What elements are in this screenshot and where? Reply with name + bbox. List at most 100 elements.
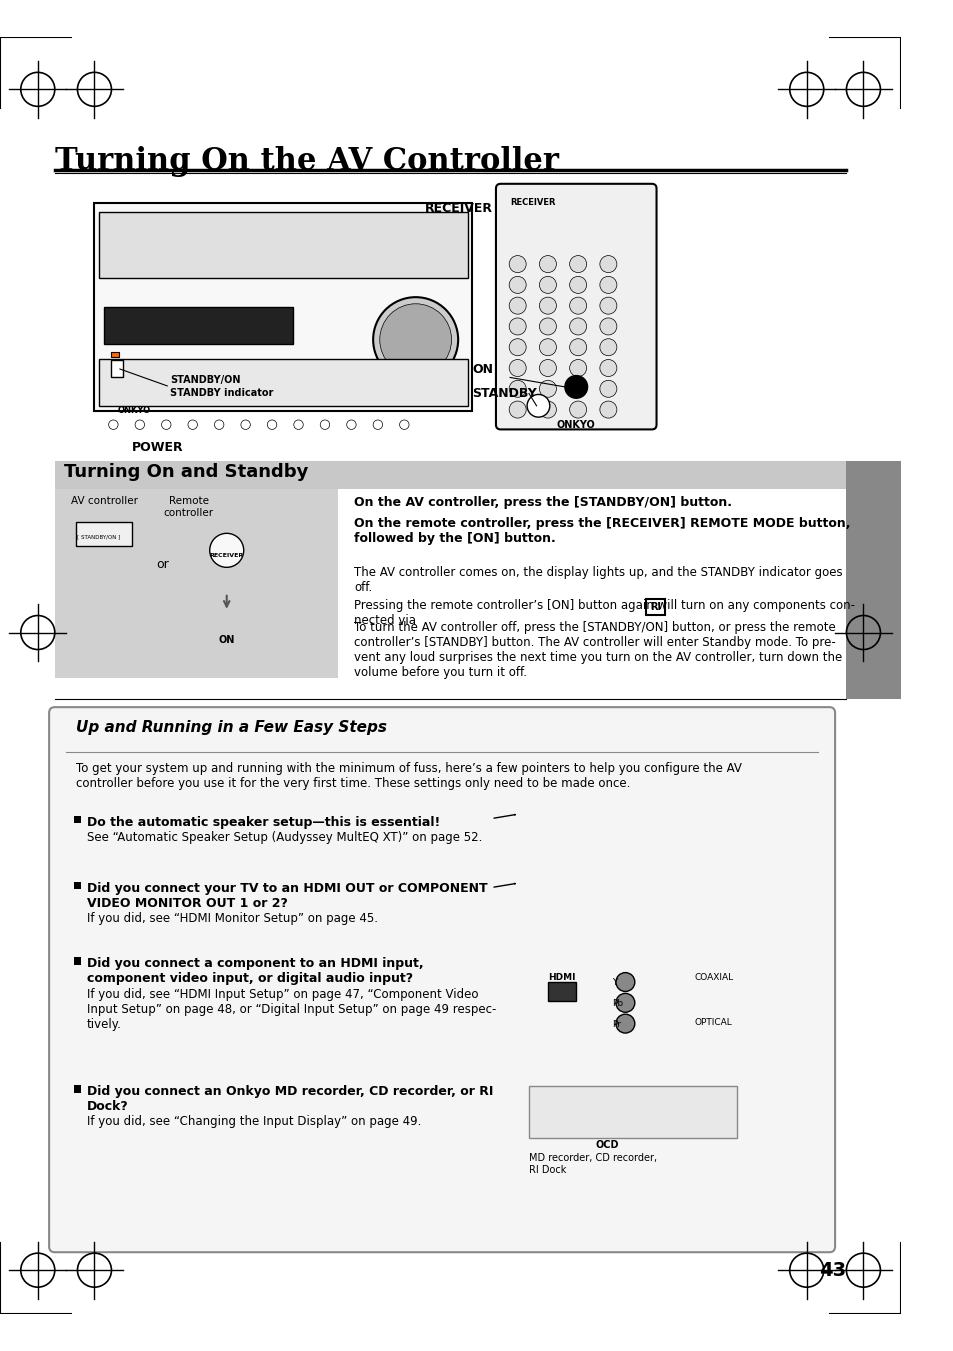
Circle shape	[569, 317, 586, 335]
Text: 43: 43	[819, 1260, 845, 1279]
Bar	[75, 521, 132, 546]
Circle shape	[509, 277, 526, 293]
Circle shape	[346, 420, 355, 430]
Bar	[99, 358, 467, 405]
Circle shape	[509, 380, 526, 397]
Circle shape	[599, 339, 617, 355]
Bar	[73, 882, 81, 889]
Circle shape	[538, 401, 556, 417]
Bar	[54, 461, 845, 489]
Bar	[529, 1086, 736, 1138]
Circle shape	[509, 255, 526, 273]
Circle shape	[599, 317, 617, 335]
Circle shape	[599, 401, 617, 417]
Text: Did you connect a component to an HDMI input,
component video input, or digital : Did you connect a component to an HDMI i…	[87, 958, 423, 985]
Circle shape	[267, 420, 276, 430]
Circle shape	[135, 420, 145, 430]
Text: Did you connect an Onkyo MD recorder, CD recorder, or RI
Dock?: Did you connect an Onkyo MD recorder, CD…	[87, 1085, 493, 1113]
Circle shape	[373, 420, 382, 430]
Circle shape	[599, 255, 617, 273]
Circle shape	[538, 359, 556, 377]
Circle shape	[569, 359, 586, 377]
Text: If you did, see “HDMI Input Setup” on page 47, “Component Video
Input Setup” on : If you did, see “HDMI Input Setup” on pa…	[87, 988, 496, 1031]
Text: Up and Running in a Few Easy Steps: Up and Running in a Few Easy Steps	[75, 720, 386, 735]
Circle shape	[538, 255, 556, 273]
Text: ON: ON	[472, 363, 493, 377]
Text: STANDBY: STANDBY	[472, 386, 537, 400]
Text: Pressing the remote controller’s [ON] button again will turn on any components c: Pressing the remote controller’s [ON] bu…	[354, 598, 854, 627]
Circle shape	[320, 420, 330, 430]
Text: Pr: Pr	[612, 1020, 620, 1029]
Bar	[112, 353, 119, 357]
Text: AV controller: AV controller	[71, 496, 137, 507]
Text: ON: ON	[218, 635, 234, 644]
Circle shape	[509, 401, 526, 417]
Text: [ STANDBY/ON ]: [ STANDBY/ON ]	[77, 534, 121, 539]
Circle shape	[509, 359, 526, 377]
FancyBboxPatch shape	[645, 600, 664, 615]
FancyBboxPatch shape	[496, 184, 656, 430]
Circle shape	[564, 376, 587, 399]
Bar	[112, 361, 123, 377]
Circle shape	[527, 394, 549, 417]
Bar	[73, 958, 81, 965]
Text: The AV controller comes on, the display lights up, and the STANDBY indicator goe: The AV controller comes on, the display …	[354, 566, 842, 594]
Circle shape	[161, 420, 171, 430]
Circle shape	[569, 380, 586, 397]
Circle shape	[569, 297, 586, 315]
Circle shape	[109, 420, 118, 430]
Text: RI: RI	[649, 603, 660, 612]
Bar	[94, 203, 472, 411]
Text: HDMI: HDMI	[547, 973, 575, 982]
Circle shape	[599, 380, 617, 397]
Circle shape	[569, 277, 586, 293]
Bar	[73, 1085, 81, 1093]
Circle shape	[210, 534, 243, 567]
Text: OCD: OCD	[595, 1140, 618, 1150]
Circle shape	[373, 297, 457, 382]
Text: RECEIVER: RECEIVER	[210, 553, 244, 558]
Text: POWER: POWER	[132, 440, 184, 454]
Text: COAXIAL: COAXIAL	[694, 973, 733, 982]
Text: STANDBY indicator: STANDBY indicator	[170, 388, 274, 399]
Text: To turn the AV controller off, press the [STANDBY/ON] button, or press the remot: To turn the AV controller off, press the…	[354, 621, 841, 680]
Bar	[845, 461, 901, 698]
Circle shape	[241, 420, 250, 430]
Circle shape	[399, 420, 409, 430]
Circle shape	[569, 255, 586, 273]
Circle shape	[294, 420, 303, 430]
Bar	[99, 212, 467, 278]
Text: MD recorder, CD recorder,
RI Dock: MD recorder, CD recorder, RI Dock	[529, 1152, 657, 1174]
Circle shape	[538, 277, 556, 293]
FancyArrowPatch shape	[494, 815, 515, 819]
Circle shape	[616, 993, 634, 1012]
Text: Y: Y	[612, 978, 617, 988]
Circle shape	[538, 380, 556, 397]
Text: Did you connect your TV to an HDMI OUT or COMPONENT
VIDEO MONITOR OUT 1 or 2?: Did you connect your TV to an HDMI OUT o…	[87, 882, 487, 911]
Circle shape	[538, 297, 556, 315]
Circle shape	[509, 317, 526, 335]
Circle shape	[379, 304, 451, 376]
Circle shape	[599, 297, 617, 315]
Circle shape	[599, 359, 617, 377]
Text: Do the automatic speaker setup—this is essential!: Do the automatic speaker setup—this is e…	[87, 816, 439, 828]
Bar	[104, 307, 293, 345]
Bar	[73, 816, 81, 823]
Text: ONKYO: ONKYO	[118, 405, 151, 415]
Circle shape	[616, 1015, 634, 1034]
Text: If you did, see “Changing the Input Display” on page 49.: If you did, see “Changing the Input Disp…	[87, 1115, 421, 1128]
Text: Pb: Pb	[612, 998, 622, 1008]
Text: If you did, see “HDMI Monitor Setup” on page 45.: If you did, see “HDMI Monitor Setup” on …	[87, 912, 377, 925]
Text: ONKYO: ONKYO	[557, 420, 595, 430]
FancyBboxPatch shape	[49, 707, 834, 1252]
Text: Turning On the AV Controller: Turning On the AV Controller	[54, 146, 558, 177]
Circle shape	[214, 420, 224, 430]
Text: To get your system up and running with the minimum of fuss, here’s a few pointer: To get your system up and running with t…	[75, 762, 740, 790]
Circle shape	[188, 420, 197, 430]
Circle shape	[599, 277, 617, 293]
Text: RECEIVER: RECEIVER	[425, 201, 493, 215]
Text: STANDBY/ON: STANDBY/ON	[170, 376, 240, 385]
Circle shape	[569, 401, 586, 417]
Text: or: or	[155, 558, 169, 571]
Bar	[54, 489, 337, 678]
